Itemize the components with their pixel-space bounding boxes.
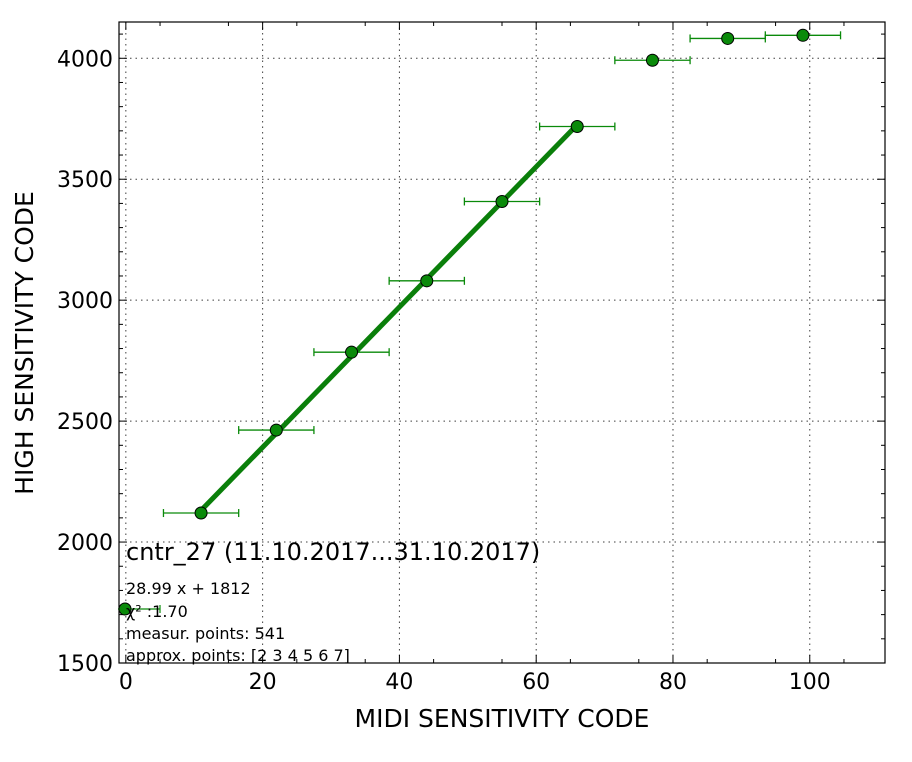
x-tick-label: 0 — [119, 670, 133, 695]
data-point — [345, 345, 359, 359]
y-tick-label: 3500 — [57, 168, 113, 193]
legend-marker — [118, 602, 161, 616]
data-point — [194, 506, 208, 520]
data-point — [721, 31, 735, 45]
data-point — [269, 423, 283, 437]
data-point — [570, 119, 584, 133]
y-tick-label: 2500 — [57, 410, 113, 435]
points — [194, 28, 810, 520]
plot-frame — [118, 21, 886, 664]
data-point — [645, 53, 659, 67]
y-tick-label: 3000 — [57, 289, 113, 314]
legend-measur-points: measur. points: 541 — [126, 624, 285, 643]
x-tick-label: 40 — [385, 670, 413, 695]
data-point — [796, 28, 810, 42]
legend-fit-equation: 28.99 x + 1812 — [126, 579, 251, 598]
fit-layer — [199, 122, 580, 513]
legend-title: cntr_27 (11.10.2017...31.10.2017) — [126, 538, 540, 566]
x-axis-title: MIDI SENSITIVITY CODE — [355, 704, 650, 733]
legend: cntr_27 (11.10.2017...31.10.2017) 28.99 … — [118, 538, 540, 665]
x-tick-label: 80 — [659, 670, 687, 695]
data-point — [420, 274, 434, 288]
fit-line — [199, 122, 580, 513]
legend-chi2: χ² :1.70 — [126, 602, 188, 621]
y-tick-label: 2000 — [57, 531, 113, 556]
x-tick-label: 60 — [522, 670, 550, 695]
minor-ticks — [119, 22, 885, 663]
y-tick-label: 1500 — [57, 652, 113, 677]
y-tick-label: 4000 — [57, 47, 113, 72]
data-point — [495, 194, 509, 208]
grid — [119, 22, 885, 664]
x-tick-label: 20 — [249, 670, 277, 695]
legend-approx-points: approx. points: [2 3 4 5 6 7] — [126, 646, 350, 665]
x-tick-label: 100 — [789, 670, 831, 695]
tick-labels: 0 20 40 60 80 100 1500 2000 2500 3000 3500 4000 — [57, 47, 831, 695]
y-axis-title: HIGH SENSITIVITY CODE — [10, 191, 39, 495]
